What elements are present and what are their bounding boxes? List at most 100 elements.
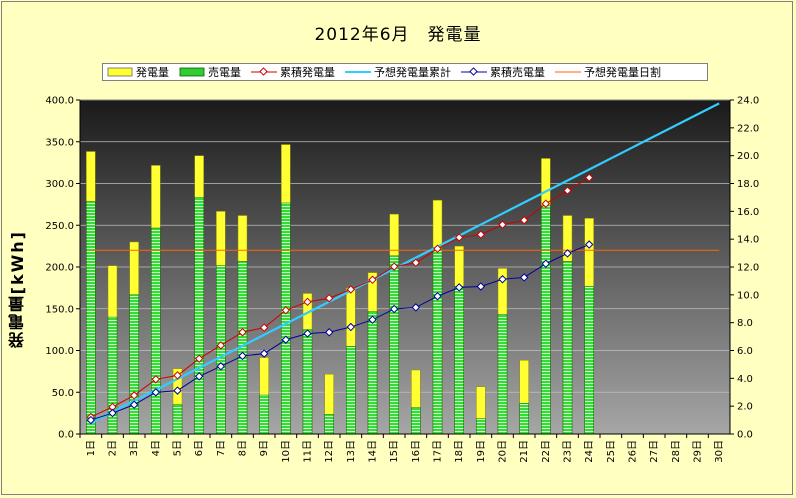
marker-cumulative-generation — [108, 402, 117, 412]
marker-cumulative-sold — [194, 372, 204, 381]
x-tick-label: 3日 — [129, 440, 140, 456]
marker-cumulative-generation — [151, 375, 161, 384]
marker-cumulative-generation — [433, 244, 442, 253]
y2-tick-label: 4.0 — [737, 374, 753, 385]
x-tick-label: 1日 — [86, 440, 97, 456]
marker-cumulative-sold — [454, 283, 464, 292]
marker-cumulative-generation — [238, 327, 247, 337]
y2-tick-label: 0.0 — [737, 430, 753, 441]
marker-cumulative-generation — [368, 275, 377, 285]
legend-label-sold: 売電量 — [208, 66, 241, 79]
x-tick-label: 15日 — [389, 440, 400, 463]
bar-sold — [129, 294, 139, 435]
bar-sold — [172, 404, 183, 435]
marker-cumulative-generation — [454, 233, 464, 242]
marker-cumulative-generation — [194, 354, 204, 363]
marker-cumulative-sold — [541, 259, 551, 268]
x-tick-label: 26日 — [628, 440, 639, 463]
marker-cumulative-generation — [541, 199, 551, 208]
x-tick-label: 19日 — [476, 440, 487, 463]
legend-label-cumulative-generation: 累積発電量 — [280, 66, 335, 79]
y2-tick-label: 18.0 — [737, 179, 759, 190]
marker-cumulative-sold — [389, 304, 399, 314]
legend-label-cumulative-sold: 累積売電量 — [490, 66, 545, 79]
bar-sold — [541, 205, 551, 435]
y-tick-label: 300.0 — [45, 179, 74, 190]
y2-tick-label: 6.0 — [737, 346, 753, 357]
x-tick-label: 5日 — [173, 440, 184, 456]
marker-cumulative-generation — [584, 173, 594, 182]
x-tick-label: 21日 — [519, 440, 530, 463]
marker-cumulative-generation — [389, 262, 399, 271]
bar-sold — [367, 311, 378, 435]
marker-cumulative-sold — [86, 415, 96, 425]
x-tick-label: 8日 — [238, 440, 249, 456]
x-tick-label: 30日 — [714, 440, 725, 463]
y2-tick-label: 20.0 — [737, 151, 759, 162]
y-tick-label: 0.0 — [58, 430, 74, 441]
x-tick-label: 16日 — [411, 440, 422, 463]
bar-sold — [259, 394, 269, 435]
legend-item-cumulative-sold: 累積売電量 — [461, 64, 545, 80]
marker-cumulative-generation — [519, 215, 529, 225]
y-tick-label: 100.0 — [45, 346, 74, 357]
x-tick-label: 4日 — [151, 440, 162, 456]
marker-cumulative-generation — [281, 306, 291, 315]
marker-cumulative-generation — [324, 293, 334, 303]
chart-title: 2012年6月 発電量 — [314, 25, 482, 45]
y2-tick-label: 16.0 — [737, 207, 759, 218]
x-tick-label: 22日 — [541, 440, 552, 463]
bar-sold — [432, 247, 443, 435]
marker-cumulative-sold — [411, 303, 421, 312]
marker-cumulative-sold — [346, 322, 356, 332]
x-tick-label: 7日 — [216, 440, 227, 456]
line-forecast-cumulative — [90, 102, 720, 424]
marker-cumulative-sold — [433, 291, 442, 301]
x-tick-label: 29日 — [693, 440, 704, 463]
marker-cumulative-generation — [563, 186, 572, 195]
marker-cumulative-sold — [108, 408, 117, 418]
bar-sold — [86, 201, 96, 435]
x-tick-label: 17日 — [433, 440, 444, 463]
legend-label-forecast-daily: 予想発電量日割 — [584, 66, 661, 79]
bar-sold — [454, 286, 464, 435]
y-tick-label: 50.0 — [52, 388, 74, 399]
x-tick-label: 12日 — [324, 440, 335, 463]
marker-cumulative-sold — [584, 240, 594, 249]
y2-tick-label: 8.0 — [737, 318, 753, 329]
bar-sold — [476, 418, 486, 435]
marker-cumulative-generation — [259, 323, 269, 332]
marker-cumulative-sold — [368, 315, 377, 324]
legend-item-forecast-cumulative: 予想発電量累計 — [345, 64, 451, 80]
y-tick-label: 250.0 — [45, 221, 74, 232]
y-tick-label: 200.0 — [45, 263, 74, 274]
marker-cumulative-generation — [476, 230, 486, 239]
y2-tick-label: 2.0 — [737, 402, 753, 413]
x-tick-label: 14日 — [368, 440, 379, 463]
x-tick-label: 6日 — [194, 440, 205, 456]
x-tick-label: 11日 — [303, 440, 314, 463]
x-tick-label: 18日 — [454, 440, 465, 463]
bar-sold — [519, 403, 529, 435]
legend-item-sold: 売電量 — [179, 64, 241, 80]
legend-item-generation: 発電量 — [107, 64, 169, 80]
x-tick-label: 27日 — [649, 440, 660, 463]
marker-cumulative-sold — [563, 249, 572, 258]
marker-cumulative-sold — [303, 329, 312, 338]
marker-cumulative-sold — [519, 273, 529, 282]
x-tick-label: 20日 — [498, 440, 509, 463]
bar-sold — [216, 265, 226, 435]
x-tick-label: 25日 — [606, 440, 617, 463]
marker-cumulative-generation — [498, 220, 507, 229]
bar-sold — [346, 346, 356, 435]
marker-cumulative-sold — [498, 275, 507, 284]
bar-sold — [584, 286, 594, 435]
x-tick-label: 2日 — [108, 440, 119, 456]
bar-sold — [194, 197, 204, 435]
y2-tick-label: 10.0 — [737, 290, 759, 301]
marker-cumulative-generation — [173, 371, 182, 380]
bar-sold — [151, 227, 161, 435]
y2-tick-label: 24.0 — [737, 96, 759, 107]
bar-sold — [562, 261, 573, 435]
